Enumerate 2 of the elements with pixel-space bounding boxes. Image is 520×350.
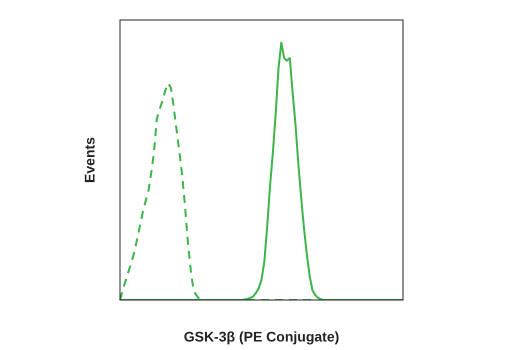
y-axis-title: Events (81, 136, 98, 183)
x-axis-title: GSK-3β (PE Conjugate) (184, 328, 340, 344)
